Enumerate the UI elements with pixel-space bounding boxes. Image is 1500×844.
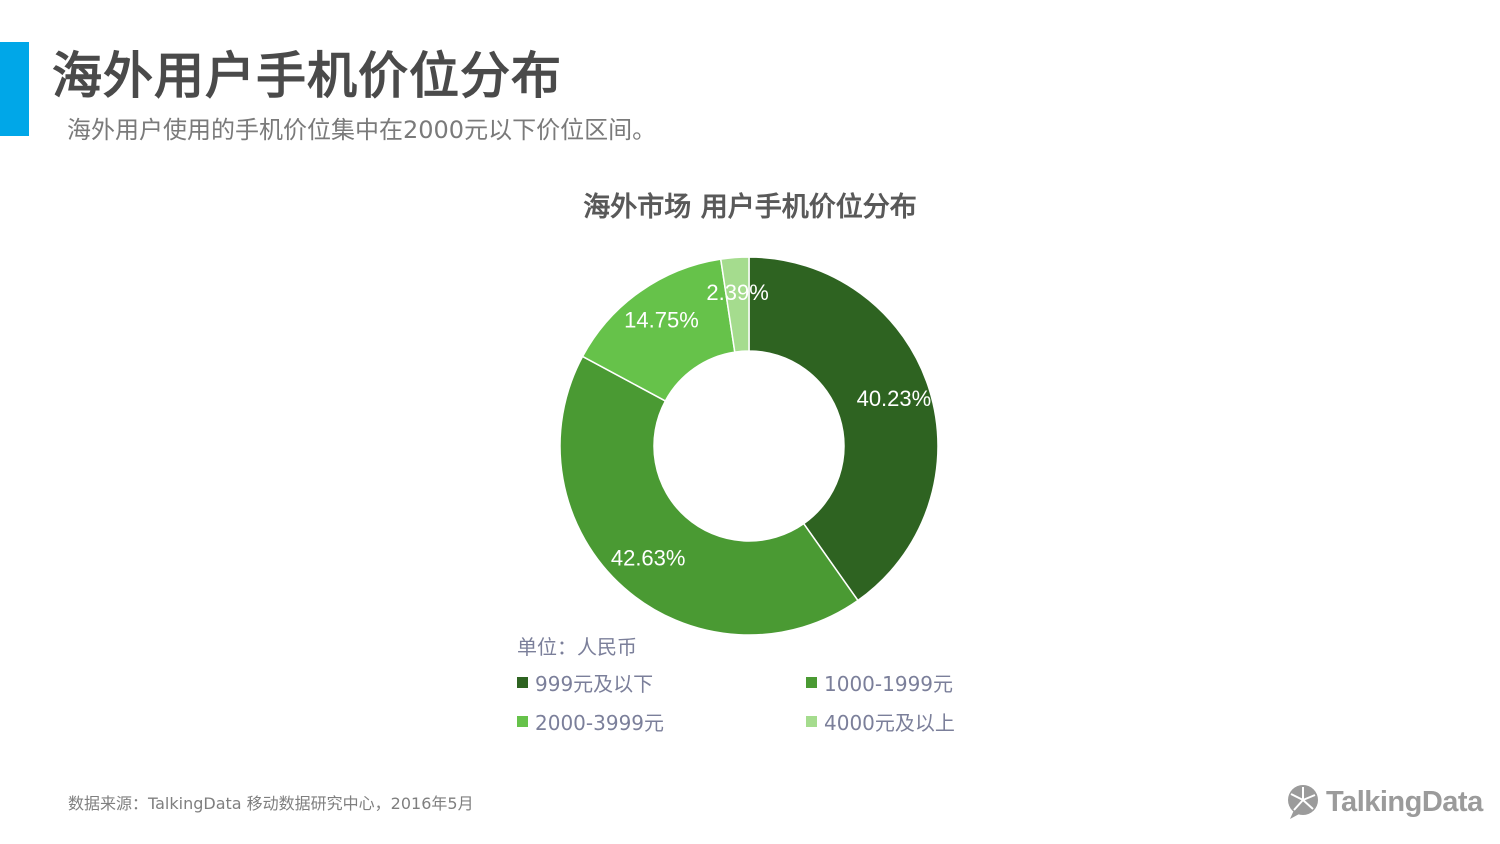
donut-slice-1000-1999 <box>559 355 859 636</box>
donut-slice-4000-and-above <box>719 256 750 353</box>
data-label-999-and-below: 40.23% <box>857 386 932 411</box>
legend-label: 999元及以下 <box>535 672 654 696</box>
data-label-4000-and-above: 2.39% <box>706 280 768 305</box>
legend-item-2000-3999: 2000-3999元 <box>517 707 664 736</box>
legend-label: 1000-1999元 <box>824 672 954 696</box>
unit-label: 单位：人民币 <box>517 635 637 659</box>
legend-swatch <box>517 716 528 727</box>
legend-item-1000-1999: 1000-1999元 <box>806 668 953 697</box>
legend-swatch <box>806 716 817 727</box>
title-accent-bar <box>0 42 29 136</box>
brand-name: TalkingData <box>1326 785 1483 818</box>
legend-swatch <box>517 677 528 688</box>
legend-label: 4000元及以上 <box>824 711 955 735</box>
brand-logo: TalkingData <box>1286 784 1483 820</box>
legend-item-4000-and-above: 4000元及以上 <box>806 707 955 736</box>
chart-title: 海外市场 用户手机价位分布 <box>583 192 917 223</box>
chat-bubble-icon <box>1288 785 1318 819</box>
data-label-2000-3999: 14.75% <box>624 308 699 333</box>
donut-slice-999-and-below <box>748 256 939 602</box>
data-label-1000-1999: 42.63% <box>611 546 686 571</box>
page-title: 海外用户手机价位分布 <box>52 47 562 105</box>
legend-swatch <box>806 677 817 688</box>
page-subtitle: 海外用户使用的手机价位集中在2000元以下价位区间。 <box>67 116 657 144</box>
donut-slice-2000-3999 <box>581 258 736 402</box>
legend-item-999-and-below: 999元及以下 <box>517 668 653 697</box>
data-source-note: 数据来源：TalkingData 移动数据研究中心，2016年5月 <box>68 794 474 813</box>
legend-label: 2000-3999元 <box>535 711 665 735</box>
